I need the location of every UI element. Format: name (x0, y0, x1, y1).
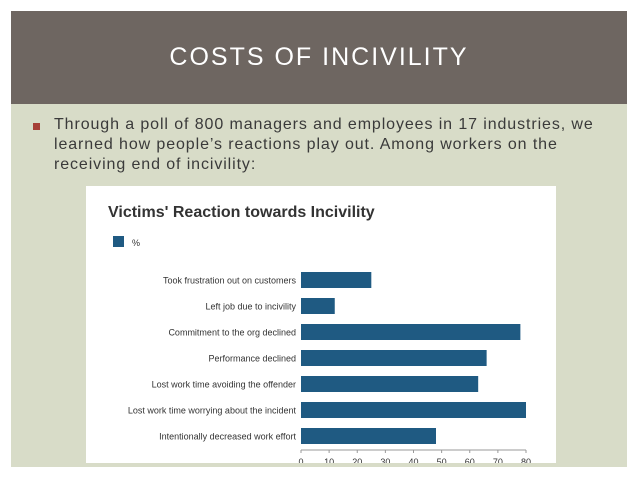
bar (301, 428, 436, 444)
category-label: Intentionally decreased work effort (159, 432, 296, 442)
bar (301, 350, 487, 366)
category-label: Left job due to incivility (205, 302, 296, 312)
x-tick-label: 40 (408, 457, 418, 463)
x-tick-label: 10 (324, 457, 334, 463)
x-tick-label: 70 (493, 457, 503, 463)
category-label: Lost work time avoiding the offender (152, 380, 296, 390)
x-tick-label: 30 (380, 457, 390, 463)
category-label: Lost work time worrying about the incide… (128, 406, 297, 416)
x-tick-label: 80 (521, 457, 531, 463)
slide-title: COSTS OF INCIVILITY (169, 43, 469, 71)
legend-swatch (113, 236, 124, 247)
bar-chart: Victims' Reaction towards Incivility% Too… (108, 204, 531, 463)
bar (301, 402, 526, 418)
bar (301, 376, 479, 392)
bullet-point: Through a poll of 800 managers and emplo… (33, 115, 613, 175)
category-label: Performance declined (208, 354, 296, 364)
chart-title: Victims' Reaction towards Incivility (108, 204, 375, 221)
x-tick-label: 60 (465, 457, 475, 463)
x-tick-label: 0 (298, 457, 303, 463)
category-label: Commitment to the org declined (168, 328, 296, 338)
bullet-text: Through a poll of 800 managers and emplo… (54, 116, 594, 173)
chart-panel: Victims' Reaction towards Incivility% Too… (86, 186, 556, 463)
bar (301, 298, 335, 314)
bullet-square-icon (33, 123, 40, 130)
bar (301, 272, 372, 288)
bar (301, 324, 521, 340)
slide: COSTS OF INCIVILITY Through a poll of 80… (11, 11, 627, 467)
x-tick-label: 20 (352, 457, 362, 463)
category-label: Took frustration out on customers (163, 276, 297, 286)
x-tick-label: 50 (437, 457, 447, 463)
title-band: COSTS OF INCIVILITY (11, 11, 627, 104)
legend-label: % (132, 238, 140, 248)
